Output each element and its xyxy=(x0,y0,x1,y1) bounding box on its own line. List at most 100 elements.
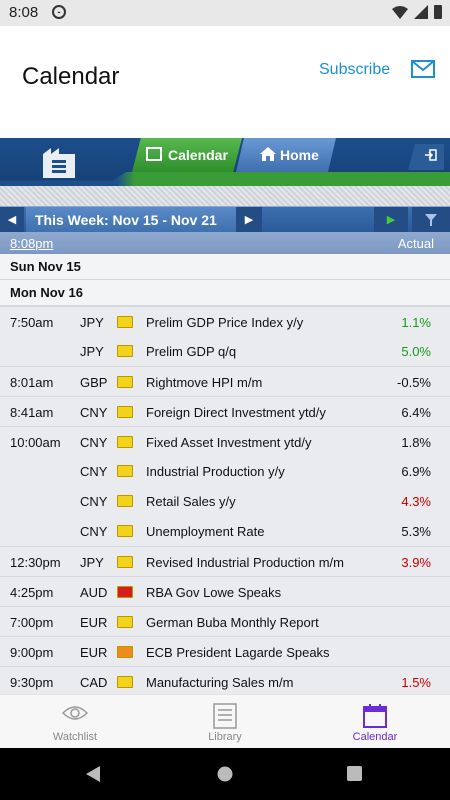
nav-watchlist-label: Watchlist xyxy=(52,731,98,743)
subscribe-button[interactable]: Subscribe xyxy=(319,61,391,78)
nav-calendar-label: Calendar xyxy=(352,731,398,743)
event-actual: 5.0% xyxy=(401,344,431,359)
event-row[interactable]: 8:01am GBP Rightmove HPI m/m -0.5% xyxy=(0,366,450,396)
event-actual: 1.8% xyxy=(401,435,431,450)
event-currency: JPY xyxy=(80,555,104,570)
tab-home-label: Home xyxy=(280,147,319,163)
event-actual: 3.9% xyxy=(401,555,431,570)
event-row[interactable]: 7:00pm EUR German Buba Monthly Report xyxy=(0,606,450,636)
event-name: Unemployment Rate xyxy=(146,524,265,539)
event-name: Manufacturing Sales m/m xyxy=(146,675,294,690)
importance-icon xyxy=(117,676,133,688)
prev-week-button[interactable]: ◀ xyxy=(0,207,24,233)
event-time: 9:30pm xyxy=(10,675,54,690)
event-actual: 1.5% xyxy=(401,675,431,690)
day-header: Mon Nov 16 xyxy=(0,280,450,306)
actual-column-header: Actual xyxy=(397,236,434,251)
signal-icon xyxy=(414,5,428,19)
event-actual: 5.3% xyxy=(401,524,431,539)
event-name: Foreign Direct Investment ytd/y xyxy=(146,405,326,420)
event-currency: CNY xyxy=(80,435,108,450)
event-row[interactable]: JPY Prelim GDP q/q 5.0% xyxy=(0,336,450,366)
event-time: 8:41am xyxy=(10,405,54,420)
list-icon xyxy=(213,703,237,729)
home-button-icon[interactable] xyxy=(217,766,233,782)
home-icon xyxy=(260,147,276,161)
event-actual: -0.5% xyxy=(397,375,431,390)
calendar-header-banner: Calendar Home xyxy=(0,138,450,206)
event-row[interactable]: 8:41am CNY Foreign Direct Investment ytd/y… xyxy=(0,396,450,426)
event-time: 7:50am xyxy=(10,315,54,330)
event-row[interactable]: 12:30pm JPY Revised Industrial Production … xyxy=(0,546,450,576)
event-currency: CNY xyxy=(80,464,108,479)
event-actual: 6.9% xyxy=(401,464,431,479)
event-currency: CNY xyxy=(80,494,108,509)
bottom-navigation: Watchlist Library Calendar xyxy=(0,694,450,748)
event-currency: AUD xyxy=(80,585,108,600)
event-currency: EUR xyxy=(80,615,108,630)
event-currency: JPY xyxy=(80,344,104,359)
event-currency: JPY xyxy=(80,315,104,330)
eye-icon xyxy=(62,706,88,720)
wifi-icon xyxy=(392,6,408,19)
event-time: 10:00am xyxy=(10,435,61,450)
status-bar: 8:08 - xyxy=(0,0,450,26)
event-row[interactable]: CNY Retail Sales y/y 4.3% xyxy=(0,486,450,516)
event-row[interactable]: 9:00pm EUR ECB President Lagarde Speaks xyxy=(0,636,450,666)
event-row[interactable]: 10:00am CNY Fixed Asset Investment ytd/y 1.… xyxy=(0,426,450,456)
day-header: Sun Nov 15 xyxy=(0,254,450,280)
nav-watchlist[interactable]: Watchlist xyxy=(0,695,150,749)
column-header: 8:08pm Actual xyxy=(0,232,450,254)
importance-icon xyxy=(117,556,133,568)
event-name: Industrial Production y/y xyxy=(146,464,285,479)
battery-icon xyxy=(434,5,442,19)
event-name: German Buba Monthly Report xyxy=(146,615,319,630)
importance-icon xyxy=(117,376,133,388)
current-time-link[interactable]: 8:08pm xyxy=(10,236,54,251)
calendar-grid-icon xyxy=(146,147,162,161)
event-currency: EUR xyxy=(80,645,108,660)
event-name: Revised Industrial Production m/m xyxy=(146,555,344,570)
event-currency: GBP xyxy=(80,375,108,390)
nav-library-label: Library xyxy=(208,731,242,743)
event-name: ECB President Lagarde Speaks xyxy=(146,645,330,660)
tab-home[interactable] xyxy=(236,138,336,172)
filter-icon xyxy=(425,214,437,226)
importance-icon xyxy=(117,465,133,477)
filter-button[interactable] xyxy=(412,207,450,233)
tab-calendar[interactable] xyxy=(132,138,242,172)
event-row[interactable]: 4:25pm AUD RBA Gov Lowe Speaks xyxy=(0,576,450,606)
importance-icon xyxy=(117,406,133,418)
importance-icon xyxy=(117,345,133,357)
week-navigator: ◀ This Week: Nov 15 - Nov 21 ▶ ▶ xyxy=(0,206,450,233)
event-name: Prelim GDP q/q xyxy=(146,344,237,359)
importance-icon xyxy=(117,495,133,507)
event-row[interactable]: 9:30pm CAD Manufacturing Sales m/m 1.5% xyxy=(0,666,450,694)
system-navigation-bar xyxy=(0,748,450,800)
live-play-button[interactable]: ▶ xyxy=(374,207,408,233)
logo-icon[interactable] xyxy=(41,146,77,178)
event-row[interactable]: CNY Unemployment Rate 5.3% xyxy=(0,516,450,546)
nav-library[interactable]: Library xyxy=(150,695,300,749)
event-actual: 4.3% xyxy=(401,494,431,509)
back-icon[interactable] xyxy=(86,766,102,782)
status-time: 8:08 xyxy=(9,4,39,21)
event-name: Fixed Asset Investment ytd/y xyxy=(146,435,312,450)
event-actual: 6.4% xyxy=(401,405,431,420)
event-row[interactable]: CNY Industrial Production y/y 6.9% xyxy=(0,456,450,486)
week-label: This Week: Nov 15 - Nov 21 xyxy=(26,207,236,233)
recents-icon[interactable] xyxy=(347,766,362,781)
next-week-button[interactable]: ▶ xyxy=(236,207,262,233)
exit-icon xyxy=(425,149,437,161)
importance-icon xyxy=(117,616,133,628)
event-time: 8:01am xyxy=(10,375,54,390)
nav-calendar[interactable]: Calendar xyxy=(300,695,450,749)
event-row[interactable]: 7:50am JPY Prelim GDP Price Index y/y 1.1% xyxy=(0,306,450,336)
tab-calendar-label: Calendar xyxy=(168,147,228,163)
event-time: 12:30pm xyxy=(10,555,61,570)
do-not-disturb-icon: - xyxy=(52,5,66,19)
page-title: Calendar xyxy=(22,63,120,90)
app-bar: Calendar Subscribe xyxy=(0,26,450,114)
event-actual: 1.1% xyxy=(401,315,431,330)
mail-icon[interactable] xyxy=(411,60,435,78)
